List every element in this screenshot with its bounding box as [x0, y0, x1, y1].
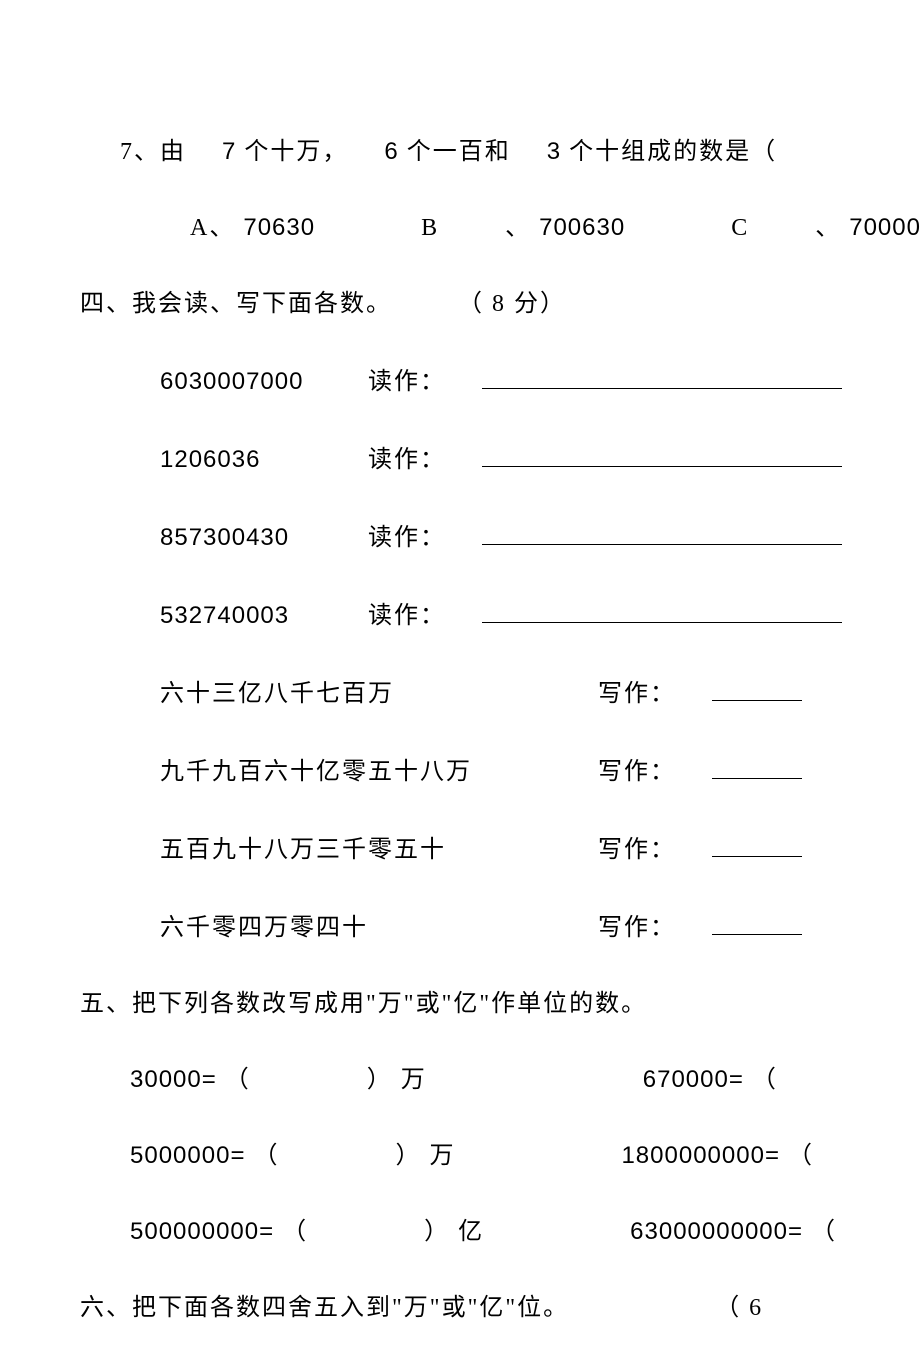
open: （ — [225, 1067, 251, 1093]
worksheet-page: 7、由 7 个十万， 6 个一百和 3 个十组成的数是（ A、 70630 B … — [0, 0, 920, 1320]
q7-p3b: 个十组成的数是（ — [569, 139, 777, 165]
s5-l1-row: 30000= （ ） 万 670000= （ — [80, 1068, 920, 1092]
s6-heading-row: 六、把下面各数四舍五入到"万"或"亿"位。 （ 6 — [80, 1296, 920, 1320]
q7-stem: 7、由 — [120, 139, 186, 165]
blank-line[interactable] — [482, 446, 842, 467]
s4-r2-row: 1206036 读作： — [80, 446, 920, 472]
s4-r3-row: 857300430 读作： — [80, 524, 920, 550]
open: （ — [752, 1067, 778, 1093]
unit-yi: 亿 — [458, 1219, 484, 1245]
s5-heading: 五、把下列各数改写成用"万"或"亿"作单位的数。 — [80, 991, 647, 1017]
s5-heading-row: 五、把下列各数改写成用"万"或"亿"作单位的数。 — [80, 992, 920, 1016]
eq: = — [729, 1066, 744, 1093]
blank-line[interactable] — [482, 524, 842, 545]
q7-options-row: A、 70630 B 、 700630 C 、 70000 — [80, 216, 920, 240]
s5-l2-row: 5000000= （ ） 万 1800000000= （ — [80, 1144, 920, 1168]
s5-l3b: 63000000000 — [630, 1218, 788, 1245]
s4-write-label-2: 写作： — [598, 759, 676, 785]
close: ） — [367, 1067, 393, 1093]
eq: = — [202, 1066, 217, 1093]
s6-heading: 六、把下面各数四舍五入到"万"或"亿"位。 — [80, 1295, 569, 1321]
q7-optC-sep: 、 — [815, 215, 841, 241]
q7-stem-row: 7、由 7 个十万， 6 个一百和 3 个十组成的数是（ — [80, 140, 920, 164]
q7-p2b: 个一百和 — [407, 139, 511, 165]
s5-l3a: 500000000 — [130, 1218, 259, 1245]
s4-read-label-3: 读作： — [368, 525, 446, 551]
s4-w2: 九千九百六十亿零五十八万 — [160, 760, 590, 784]
s4-w3: 五百九十八万三千零五十 — [160, 838, 590, 862]
blank-line[interactable] — [712, 914, 802, 935]
s4-points: （ 8 分） — [458, 291, 566, 317]
s4-r4: 532740003 — [160, 604, 360, 628]
open: （ — [811, 1219, 837, 1245]
s4-r1-row: 6030007000 读作： — [80, 368, 920, 394]
s4-read-label-1: 读作： — [368, 369, 446, 395]
s5-l2a: 5000000 — [130, 1142, 230, 1169]
q7-optB-sep: 、 — [505, 215, 531, 241]
q7-p3a: 3 — [547, 138, 561, 165]
s5-l1a: 30000 — [130, 1066, 202, 1093]
blank-line[interactable] — [712, 836, 802, 857]
unit-wan: 万 — [401, 1067, 427, 1093]
q7-p1a: 7 — [222, 138, 236, 165]
q7-optC-label: C — [731, 215, 749, 241]
blank-line[interactable] — [482, 602, 842, 623]
s4-write-label-4: 写作： — [598, 915, 676, 941]
eq: = — [765, 1142, 780, 1169]
q7-optA-val: 70630 — [243, 214, 315, 241]
q7-p2a: 6 — [384, 138, 398, 165]
blank-line[interactable] — [712, 758, 802, 779]
s5-l3-row: 500000000= （ ） 亿 63000000000= （ — [80, 1220, 920, 1244]
q7-optB-label: B — [421, 215, 439, 241]
s4-r3: 857300430 — [160, 526, 360, 550]
q7-optC-val: 70000 — [849, 214, 920, 241]
s4-w1-row: 六十三亿八千七百万 写作： — [80, 680, 920, 706]
eq: = — [259, 1218, 274, 1245]
s6-points: （ 6 — [715, 1295, 763, 1321]
s4-w4-row: 六千零四万零四十 写作： — [80, 914, 920, 940]
unit-wan: 万 — [429, 1143, 455, 1169]
open: （ — [282, 1219, 308, 1245]
open: （ — [788, 1143, 814, 1169]
s4-heading: 四、我会读、写下面各数。 — [80, 291, 392, 317]
s5-l2b: 1800000000 — [621, 1142, 764, 1169]
s4-r1: 6030007000 — [160, 370, 360, 394]
s4-write-label-3: 写作： — [598, 837, 676, 863]
s4-heading-row: 四、我会读、写下面各数。 （ 8 分） — [80, 292, 920, 316]
s4-w3-row: 五百九十八万三千零五十 写作： — [80, 836, 920, 862]
eq: = — [788, 1218, 803, 1245]
s4-write-label-1: 写作： — [598, 681, 676, 707]
close: ） — [424, 1219, 450, 1245]
s5-l1b: 670000 — [643, 1066, 729, 1093]
s4-read-label-4: 读作： — [368, 603, 446, 629]
s4-r4-row: 532740003 读作： — [80, 602, 920, 628]
s4-w4: 六千零四万零四十 — [160, 916, 590, 940]
blank-line[interactable] — [482, 368, 842, 389]
s4-w1: 六十三亿八千七百万 — [160, 682, 590, 706]
q7-optB-val: 700630 — [539, 214, 625, 241]
s4-w2-row: 九千九百六十亿零五十八万 写作： — [80, 758, 920, 784]
eq: = — [230, 1142, 245, 1169]
s4-r2: 1206036 — [160, 448, 360, 472]
close: ） — [395, 1143, 421, 1169]
q7-optA-label: A、 — [190, 215, 235, 241]
blank-line[interactable] — [712, 680, 802, 701]
s4-read-label-2: 读作： — [368, 447, 446, 473]
open: （ — [253, 1143, 279, 1169]
q7-p1b: 个十万， — [244, 139, 348, 165]
